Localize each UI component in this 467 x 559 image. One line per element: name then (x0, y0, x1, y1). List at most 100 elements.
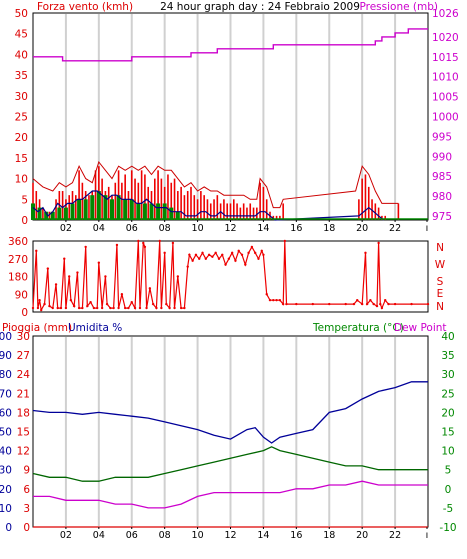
direction-y-tick-label: 90 (15, 289, 28, 301)
rain-y-tick-label: 0 (23, 522, 30, 534)
wind-direction-point (379, 302, 382, 306)
wind-direction-point (221, 253, 224, 257)
dew-point-axis-title: Dew Point (394, 322, 447, 334)
humidity-axis-title: Umidita % (68, 322, 122, 334)
wind-direction-point (59, 306, 63, 310)
pressure-y-tick-label: 1020 (432, 32, 459, 44)
wind-y-tick-label: 15 (15, 153, 28, 165)
wind-direction-point (234, 259, 237, 262)
wind-direction-point (46, 267, 50, 270)
pressure-y-tick-label: 975 (432, 211, 452, 223)
wind-axis-title: Forza vento (kmh) (37, 1, 133, 13)
x-tick-label: 08 (159, 223, 171, 234)
x-tick-label: 10 (192, 223, 204, 234)
x-tick-label: 08 (159, 530, 171, 541)
temperature-y-tick-label: 25 (441, 388, 454, 400)
humidity-y-tick-label: 60 (0, 407, 12, 419)
wind-direction-point (281, 302, 285, 306)
x-tick-label: 18 (323, 530, 335, 541)
wind-direction-point (253, 251, 257, 255)
wind-gust-line (32, 160, 399, 209)
temperature-axis-title: Temperatura (°C) (312, 322, 404, 334)
wind-direction-point (138, 306, 142, 310)
rain-y-tick-label: 6 (23, 484, 30, 496)
wind-y-tick-label: 0 (21, 215, 28, 227)
wind-direction-point (380, 306, 384, 310)
pressure-line (33, 28, 428, 62)
humidity-y-tick-label: 50 (0, 427, 12, 439)
wind-direction-point (262, 253, 265, 257)
wind-direction-point (104, 275, 107, 278)
wind-direction-point (77, 306, 81, 310)
wind-direction-point (100, 306, 104, 310)
wind-direction-point (81, 306, 84, 310)
wind-direction-point (76, 271, 79, 274)
direction-y-tick-label: 0 (21, 307, 28, 319)
wind-direction-point (364, 251, 367, 255)
wind-direction-point (92, 306, 96, 310)
temperature-y-tick-label: 0 (445, 484, 452, 496)
humidity-line (32, 381, 428, 444)
wind-direction-point (117, 306, 120, 310)
pressure-y-tick-label: 1000 (432, 112, 459, 124)
wind-direction-point (365, 302, 369, 306)
wind-direction-point (372, 302, 375, 306)
wind-direction-point (198, 257, 201, 260)
wind-direction-point (214, 251, 217, 255)
wind-direction-point (109, 306, 112, 310)
wind-direction-point (69, 298, 73, 302)
x-tick-label: 20 (356, 223, 368, 234)
rain-y-tick-label: 27 (17, 350, 30, 362)
rain-y-tick-label: 9 (23, 465, 30, 477)
wind-direction-point (224, 263, 227, 266)
temperature-y-tick-label: -10 (439, 522, 456, 534)
wind-direction-point (375, 304, 379, 308)
humidity-y-tick-label: 0 (5, 522, 12, 534)
dew-point-line (33, 480, 428, 509)
wind-direction-point (145, 306, 148, 310)
compass-label: W (435, 259, 446, 271)
wind-direction-point (120, 293, 124, 296)
humidity-y-tick-label: 40 (0, 446, 12, 458)
wind-direction-point (352, 302, 356, 306)
wind-direction-point (369, 298, 372, 302)
wind-direction-point (38, 298, 41, 302)
wind-direction-point (201, 251, 204, 255)
x-tick-label: 22 (389, 530, 401, 541)
humidity-y-tick-label: 90 (0, 350, 12, 362)
rain-axis-title: Pioggia (mm) (2, 322, 72, 334)
x-tick-label: 14 (257, 530, 269, 541)
wind-direction-point (387, 302, 390, 306)
wind-direction-point (48, 304, 51, 308)
wind-direction-point (356, 298, 359, 302)
direction-y-tick-label: 270 (8, 254, 28, 266)
wind-y-tick-label: 5 (21, 194, 28, 206)
wind-direction-point (260, 249, 263, 253)
humidity-y-tick-label: 20 (0, 484, 12, 496)
wind-direction-point (84, 245, 87, 249)
wind-y-tick-label: 30 (15, 91, 28, 103)
rain-y-tick-label: 24 (17, 369, 31, 381)
wind-direction-point (56, 306, 59, 310)
wind-direction-point (285, 302, 288, 306)
wind-direction-point (328, 302, 331, 306)
wind-direction-point (344, 302, 347, 306)
grid-layer (64, 14, 397, 526)
wind-direction-point (393, 302, 397, 306)
wind-direction-point (64, 306, 68, 310)
wind-direction-point (227, 257, 231, 260)
humidity-y-tick-label: 100 (0, 331, 12, 343)
humidity-y-tick-label: 80 (0, 369, 12, 381)
wind-direction-point (112, 306, 115, 310)
chart-title: 24 hour graph day : 24 Febbraio 2009 (160, 1, 360, 13)
wind-direction-point (278, 298, 282, 302)
pressure-y-tick-label: 1026 (432, 8, 459, 20)
x-tick-label: 16 (290, 223, 302, 234)
wind-direction-point (72, 304, 76, 308)
pressure-y-tick-label: 1010 (432, 72, 459, 84)
rain-y-tick-label: 3 (23, 503, 30, 515)
wind-direction-point (217, 257, 221, 260)
x-tick-label: 22 (389, 223, 401, 234)
wind-direction-point (54, 283, 58, 286)
temperature-y-tick-label: 15 (441, 427, 454, 439)
